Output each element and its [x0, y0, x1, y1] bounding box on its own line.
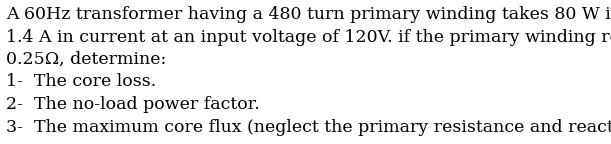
Text: 1.4 A in current at an input voltage of 120V. if the primary winding resistance : 1.4 A in current at an input voltage of …: [6, 29, 611, 46]
Text: 2-  The no-load power factor.: 2- The no-load power factor.: [6, 96, 260, 113]
Text: 0.25Ω, determine:: 0.25Ω, determine:: [6, 51, 166, 68]
Text: 1-  The core loss.: 1- The core loss.: [6, 73, 156, 90]
Text: A 60Hz transformer having a 480 turn primary winding takes 80 W in power and: A 60Hz transformer having a 480 turn pri…: [6, 6, 611, 23]
Text: 3-  The maximum core flux (neglect the primary resistance and reactance drops).: 3- The maximum core flux (neglect the pr…: [6, 119, 611, 136]
